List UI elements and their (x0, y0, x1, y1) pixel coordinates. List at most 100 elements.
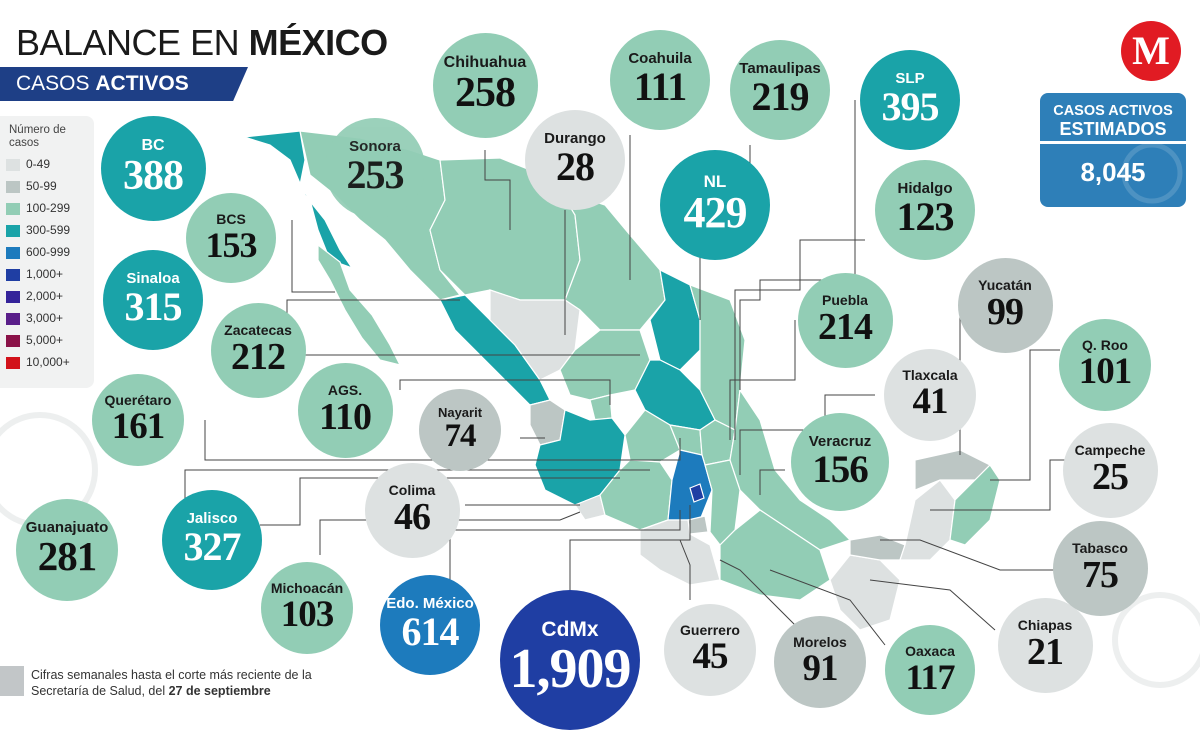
page-title: BALANCE EN MÉXICO (16, 22, 388, 64)
leader-lines (184, 100, 1075, 646)
state-name: Sinaloa (126, 270, 180, 287)
subtitle-bold-text: ACTIVOS (95, 72, 189, 95)
legend-item: 1,000+ (6, 266, 92, 284)
state-bubble: Guerrero 45 (664, 604, 756, 696)
state-value: 99 (987, 290, 1024, 333)
state-value: 101 (1078, 351, 1133, 392)
state-name: NL (703, 172, 727, 191)
state-bubble: CdMx 1,909 (500, 590, 640, 730)
state-bubble: Chihuahua 258 (432, 32, 538, 138)
state-name: Querétaro (104, 392, 172, 408)
state-value: 395 (881, 84, 940, 129)
state-value: 156 (812, 448, 869, 491)
state-bubble: Veracruz 156 (791, 413, 889, 511)
state-name: Michoacán (270, 580, 344, 596)
state-name: Chiapas (1017, 616, 1073, 633)
legend-label: 600-999 (26, 245, 71, 259)
state-name: Tlaxcala (902, 367, 958, 383)
state-bubble: NL 429 (660, 150, 770, 260)
state-value: 388 (123, 152, 184, 199)
legend-swatch (6, 313, 20, 325)
state-bubble: Morelos 91 (774, 616, 866, 708)
state-name: Yucatán (978, 276, 1032, 293)
state-value: 614 (401, 609, 460, 654)
state-bubble: Puebla 214 (797, 272, 893, 368)
legend-item: 3,000+ (6, 310, 92, 328)
legend-label: 50-99 (26, 179, 57, 193)
state-name: Sonora (349, 138, 401, 155)
state-name: CdMx (541, 618, 599, 641)
legend-label: 0-49 (26, 157, 51, 171)
state-bubble: Colima 46 (364, 462, 460, 558)
footnote-marker (0, 666, 24, 696)
state-name: Veracruz (808, 433, 872, 450)
state-bubble: Yucatán 99 (957, 257, 1053, 353)
legend-swatch (6, 335, 20, 347)
state-value: 75 (1082, 553, 1119, 596)
state-name: Chihuahua (443, 53, 527, 71)
state-bubble: Oaxaca 117 (885, 625, 975, 715)
state-bubble: Q. Roo 101 (1059, 319, 1151, 411)
legend-label: 300-599 (26, 223, 71, 237)
state-value: 429 (683, 188, 748, 237)
map-morelos (687, 515, 709, 535)
legend-item: 50-99 (6, 178, 92, 196)
state-name: SLP (895, 70, 925, 87)
legend-swatch (6, 203, 20, 215)
legend-swatch (6, 159, 20, 171)
map-bcs (317, 243, 402, 366)
legend-swatch (6, 269, 20, 281)
footnote: Cifras semanales hasta el corte más reci… (31, 667, 351, 699)
state-bubble: Chiapas 21 (997, 597, 1093, 693)
legend-label: 3,000+ (26, 311, 64, 325)
estimate-box: CASOS ACTIVOS ESTIMADOS 8,045 (1040, 93, 1186, 207)
state-bubble: AGS. 110 (297, 362, 393, 458)
state-value: 103 (280, 594, 335, 635)
state-name: Morelos (793, 634, 847, 650)
state-value: 315 (124, 284, 183, 329)
state-value: 45 (692, 636, 729, 677)
state-bubble: Zacatecas 212 (210, 302, 306, 398)
state-name: Edo. México (386, 595, 474, 612)
state-bubble: Sinaloa 315 (103, 250, 203, 350)
legend-item: 300-599 (6, 222, 92, 240)
state-value: 1,909 (509, 638, 632, 700)
state-name: Hidalgo (897, 180, 953, 197)
estimate-label-2: ESTIMADOS (1059, 119, 1167, 139)
legend-swatch (6, 181, 20, 193)
state-value: 74 (444, 418, 477, 454)
state-name: AGS. (327, 381, 363, 398)
state-name: Colima (388, 481, 436, 498)
state-bubble: Edo. México 614 (380, 575, 480, 675)
state-value: 25 (1092, 455, 1129, 498)
state-bubble: Guanajuato 281 (16, 499, 118, 601)
legend-swatch (6, 225, 20, 237)
map-cdmx (689, 483, 705, 503)
state-value: 46 (394, 495, 431, 538)
legend-item: 5,000+ (6, 332, 92, 350)
state-value: 253 (346, 152, 405, 197)
title-light-text: BALANCE EN (16, 22, 249, 63)
estimate-value: 8,045 (1080, 157, 1146, 187)
state-value: 41 (912, 381, 949, 422)
state-bubble: Campeche 25 (1062, 422, 1158, 518)
state-bubble: SLP 395 (860, 50, 960, 150)
map-zacatecas (559, 329, 651, 401)
footnote-text: Cifras semanales hasta el corte más reci… (31, 668, 312, 698)
state-value: 91 (802, 648, 839, 689)
state-value: 258 (455, 69, 516, 116)
legend-label: 5,000+ (26, 333, 64, 347)
subtitle-light-text: CASOS (16, 72, 96, 95)
state-bubble: Querétaro 161 (92, 374, 184, 466)
legend-swatch (6, 291, 20, 303)
logo-letter: M (1132, 28, 1170, 73)
legend-item: 100-299 (6, 200, 92, 218)
state-bubble: BCS 153 (186, 193, 276, 283)
legend-item: 600-999 (6, 244, 92, 262)
state-value: 153 (205, 225, 258, 265)
state-name: Jalisco (186, 510, 238, 527)
legend-label: 10,000+ (26, 355, 70, 369)
legend-item: 10,000+ (6, 354, 92, 372)
state-name: Nayarit (437, 405, 483, 420)
state-bubble: Tabasco 75 (1052, 520, 1148, 616)
